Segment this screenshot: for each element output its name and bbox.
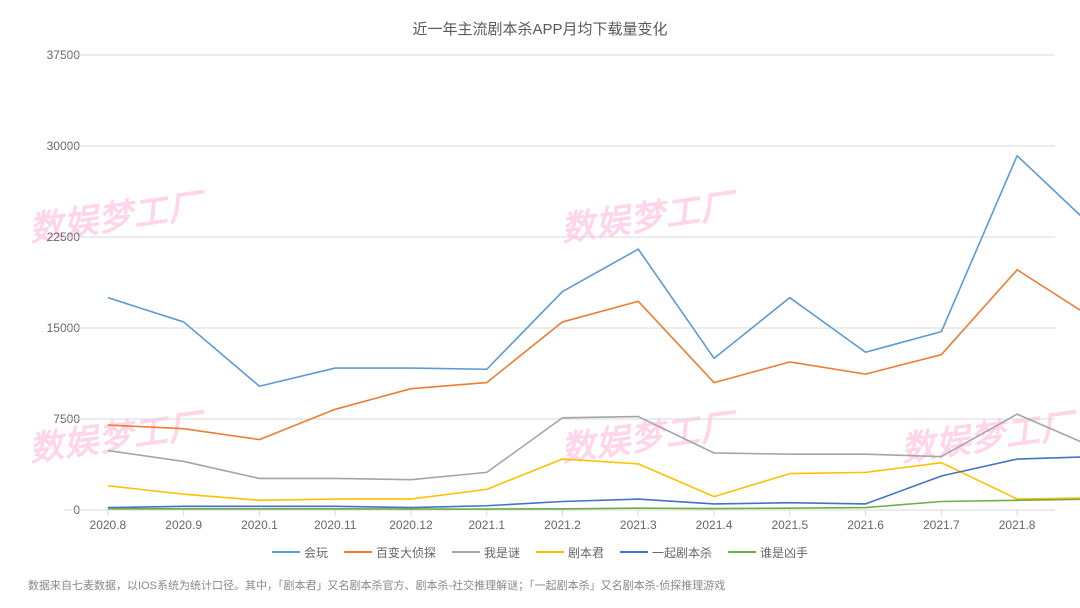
- x-tick-label: 2021.7: [923, 518, 960, 532]
- legend-item: 剧本君: [536, 544, 604, 561]
- chart-title: 近一年主流剧本杀APP月均下载量变化: [0, 18, 1080, 39]
- legend-label: 谁是凶手: [760, 544, 808, 561]
- footnote: 数据来自七麦数据，以IOS系统为统计口径。其中，「剧本君」又名剧本杀官方、剧本杀…: [28, 577, 725, 593]
- legend-label: 我是谜: [484, 544, 520, 561]
- legend-label: 会玩: [304, 544, 328, 561]
- legend-swatch: [272, 551, 300, 553]
- x-tick-label: 2021.2: [544, 518, 581, 532]
- x-tick-label: 2021.5: [771, 518, 808, 532]
- legend-item: 一起剧本杀: [620, 544, 712, 561]
- x-tick-label: 2020.1: [241, 518, 278, 532]
- plot-svg: [70, 55, 1055, 510]
- legend-label: 一起剧本杀: [652, 544, 712, 561]
- x-tick-label: 2021.4: [696, 518, 733, 532]
- legend-swatch: [728, 551, 756, 553]
- x-tick-label: 2020.9: [165, 518, 202, 532]
- x-tick-label: 2020.12: [389, 518, 432, 532]
- series-line: [108, 270, 1080, 440]
- legend-item: 会玩: [272, 544, 328, 561]
- legend-swatch: [452, 551, 480, 553]
- legend-item: 谁是凶手: [728, 544, 808, 561]
- chart-container: 近一年主流剧本杀APP月均下载量变化 数娱梦工厂数娱梦工厂数娱梦工厂数娱梦工厂数…: [0, 0, 1080, 608]
- x-tick-label: 2020.11: [314, 518, 357, 532]
- legend-label: 剧本君: [568, 544, 604, 561]
- x-tick-label: 2021.1: [468, 518, 505, 532]
- series-line: [108, 414, 1080, 480]
- legend-swatch: [344, 551, 372, 553]
- series-line: [108, 459, 1080, 500]
- legend-swatch: [536, 551, 564, 553]
- series-line: [108, 156, 1080, 387]
- x-tick-label: 2021.3: [620, 518, 657, 532]
- legend-label: 百变大侦探: [376, 544, 436, 561]
- legend: 会玩 百变大侦探 我是谜 剧本君 一起剧本杀 谁是凶手: [0, 542, 1080, 561]
- legend-swatch: [620, 551, 648, 553]
- legend-item: 我是谜: [452, 544, 520, 561]
- x-tick-label: 2021.8: [999, 518, 1036, 532]
- x-tick-label: 2020.8: [90, 518, 127, 532]
- x-tick-label: 2021.6: [847, 518, 884, 532]
- plot-area: [70, 55, 1055, 510]
- legend-item: 百变大侦探: [344, 544, 436, 561]
